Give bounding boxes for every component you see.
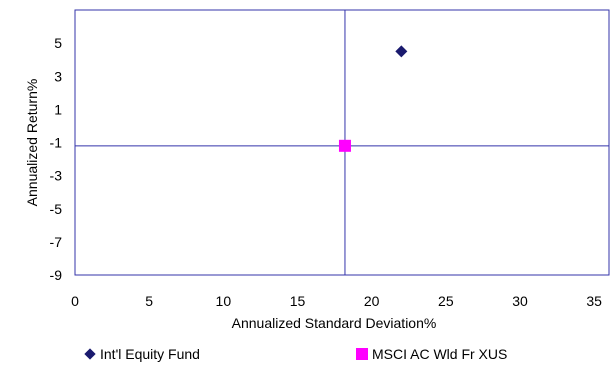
x-tick-labels: 0 5 10 15 20 25 30 35 xyxy=(71,293,602,309)
legend-item-fund: Int'l Equity Fund xyxy=(84,346,200,362)
x-tick-label: 20 xyxy=(364,293,380,309)
x-tick-label: 25 xyxy=(438,293,454,309)
fund-point xyxy=(395,45,408,58)
square-marker-icon xyxy=(356,348,368,360)
x-axis-title: Annualized Standard Deviation% xyxy=(232,315,437,331)
x-tick-label: 5 xyxy=(145,293,153,309)
x-tick-label: 10 xyxy=(216,293,232,309)
x-tick-label: 15 xyxy=(290,293,306,309)
y-tick-label: -7 xyxy=(50,234,63,250)
y-tick-label: -3 xyxy=(50,168,63,184)
legend-label-fund: Int'l Equity Fund xyxy=(100,346,200,362)
y-tick-label: -1 xyxy=(50,135,63,151)
y-axis-title: Annualized Return% xyxy=(24,79,40,207)
x-tick-label: 0 xyxy=(71,293,79,309)
x-tick-label: 35 xyxy=(586,293,602,309)
y-tick-label: -5 xyxy=(50,201,63,217)
y-tick-label: 1 xyxy=(54,101,62,117)
diamond-marker-icon xyxy=(84,348,96,360)
data-points xyxy=(338,45,408,152)
legend-label-index: MSCI AC Wld Fr XUS xyxy=(372,346,508,362)
y-tick-label: 3 xyxy=(54,68,62,84)
y-tick-label: 5 xyxy=(54,35,62,51)
index-point xyxy=(338,139,351,152)
legend-item-index: MSCI AC Wld Fr XUS xyxy=(356,346,507,362)
x-tick-label: 30 xyxy=(512,293,528,309)
y-tick-label: -9 xyxy=(50,267,63,283)
y-tick-labels: -9 -7 -5 -3 -1 1 3 5 xyxy=(50,35,63,283)
